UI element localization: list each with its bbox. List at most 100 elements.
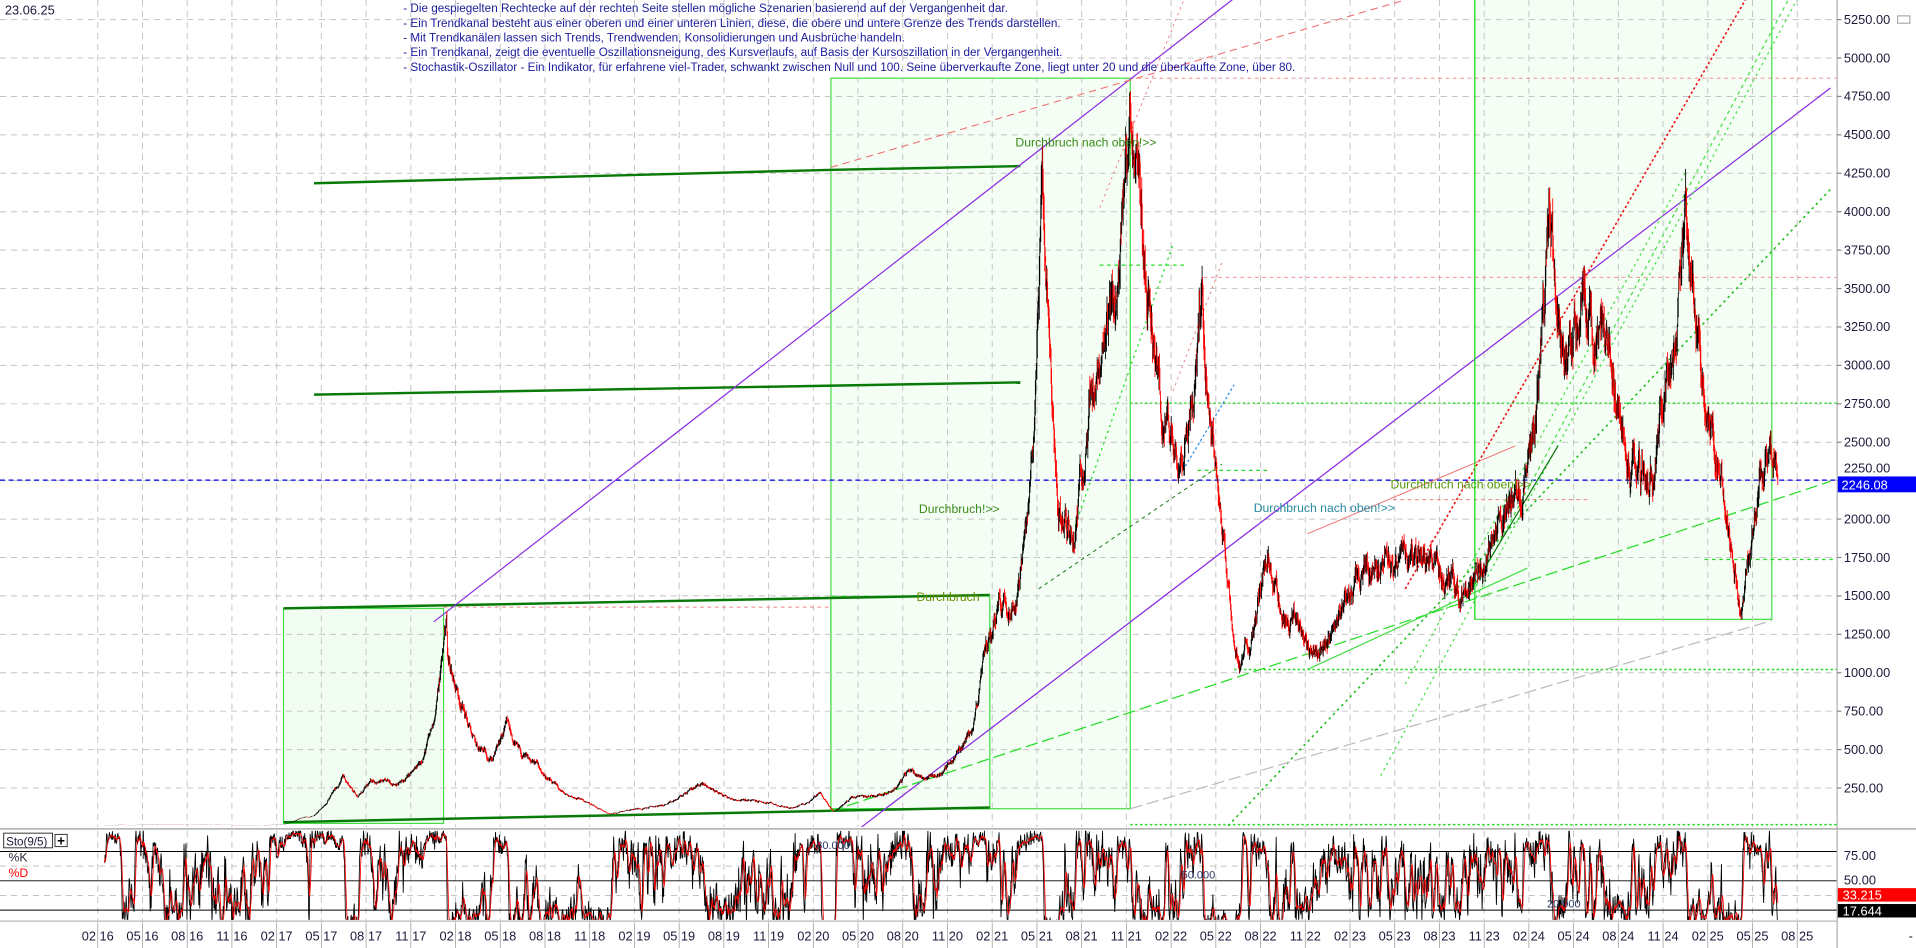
green-trend-line[interactable] xyxy=(1380,0,1799,777)
d-value: 33.215 xyxy=(1843,888,1882,903)
date-tick-label: 02 21 xyxy=(976,929,1008,944)
green-trend-line[interactable] xyxy=(1038,463,1223,590)
date-tick-label: 11 17 xyxy=(395,929,426,944)
annotation-label[interactable]: Durchbruch nach oben!>> xyxy=(1254,501,1395,515)
add-indicator-button[interactable] xyxy=(54,833,68,848)
d-legend: %D xyxy=(9,866,29,880)
channel-line[interactable] xyxy=(283,593,990,610)
d-value-badge xyxy=(1837,888,1916,902)
collapse-pane-button[interactable] xyxy=(1897,15,1911,24)
stochastic-d-line xyxy=(104,832,1779,920)
price-tick-label: 2250.00 xyxy=(1844,461,1890,476)
channel-line[interactable] xyxy=(283,806,990,824)
date-tick-label: 02 23 xyxy=(1334,929,1366,944)
date-tick-label: 11 23 xyxy=(1469,929,1500,944)
green-trend-line[interactable] xyxy=(1307,567,1528,671)
red-trend-line[interactable] xyxy=(1404,0,1747,590)
note-line: - Ein Trendkanal besteht aus einer obere… xyxy=(403,17,1060,30)
price-tick-label: 4000.00 xyxy=(1844,204,1890,219)
price-tick-label: 750.00 xyxy=(1844,703,1883,718)
date-tick-label: 11 16 xyxy=(216,929,247,944)
red-trend-line[interactable] xyxy=(1172,262,1223,392)
date-tick-label: 11 21 xyxy=(1111,929,1142,944)
blue-trend-line[interactable] xyxy=(1182,384,1235,471)
price-tick-label: 3750.00 xyxy=(1844,242,1890,257)
price-tick-label: 1500.00 xyxy=(1844,588,1890,603)
price-tick-label: 2500.00 xyxy=(1844,435,1890,450)
date-tick-label: 05 16 xyxy=(126,929,158,944)
price-tick-label: 2750.00 xyxy=(1844,396,1890,411)
date-tick-label: 02 25 xyxy=(1692,929,1724,944)
stochastic-level-label: 80.000 xyxy=(816,840,850,852)
date-tick-label: 02 16 xyxy=(82,929,114,944)
date-tick-label: 08 20 xyxy=(887,929,919,944)
red-trend-line[interactable] xyxy=(1099,0,1186,208)
stochastic-tick: 50.00 xyxy=(1844,872,1876,887)
scenario-rectangle[interactable] xyxy=(1474,0,1773,620)
date-tick-label: 08 18 xyxy=(529,929,561,944)
price-tick-label: 4750.00 xyxy=(1844,89,1890,104)
stochastic-level-label: 50.000 xyxy=(1182,869,1216,881)
price-tick-label: 250.00 xyxy=(1844,780,1883,795)
channel-line[interactable] xyxy=(314,381,1021,396)
date-tick-label: 08 19 xyxy=(708,929,740,944)
price-tick-label: 3000.00 xyxy=(1844,358,1890,373)
gray-trend-line[interactable] xyxy=(1130,620,1772,810)
annotation-label[interactable]: Durchbruch!>> xyxy=(919,502,1000,516)
date-tick-label: 08 22 xyxy=(1245,929,1277,944)
note-line: - Die gespiegelten Rechtecke auf der rec… xyxy=(403,2,1008,15)
stochastic-level-label: 20.000 xyxy=(1547,899,1581,911)
green-trend-line[interactable] xyxy=(1074,244,1174,526)
date-tick-label: 05 21 xyxy=(1021,929,1053,944)
price-axis: 250.00 500.00 750.00 1000.00 1250.00 1500.00 1… xyxy=(1836,12,1890,795)
price-axis-bg xyxy=(1836,0,1916,948)
date-tick-label: 05 20 xyxy=(842,929,874,944)
stochastic-series xyxy=(104,830,1779,920)
date-tick-label: 02 22 xyxy=(1155,929,1187,944)
price-tick-label: 4500.00 xyxy=(1844,127,1890,142)
price-tick-label: 5000.00 xyxy=(1844,50,1890,65)
channel-line[interactable] xyxy=(314,164,1021,185)
note-line: - Ein Trendkanal, zeigt die eventuelle O… xyxy=(403,46,1062,59)
plus-icon[interactable]: + xyxy=(57,833,65,848)
price-tick-label: 500.00 xyxy=(1844,742,1883,757)
scenario-rectangle[interactable] xyxy=(830,77,1131,810)
annotation-label[interactable]: Durchbruch xyxy=(916,590,979,604)
date-tick-label: 11 18 xyxy=(574,929,605,944)
note-line: - Mit Trendkanälen lassen sich Trends, T… xyxy=(403,32,905,45)
price-series xyxy=(104,91,1779,826)
date-tick-label: 11 22 xyxy=(1290,929,1321,944)
annotation-label[interactable]: Durchbruch nach oben!>> xyxy=(1391,478,1532,492)
indicator-name[interactable]: Sto(9/5) xyxy=(6,835,47,848)
date-tick-label: 05 17 xyxy=(305,929,337,944)
current-price-value: 2246.08 xyxy=(1841,477,1887,492)
trend-line[interactable] xyxy=(861,87,1831,828)
date-tick-label: 05 25 xyxy=(1736,929,1768,944)
note-line: - Stochastik-Oszillator - Ein Indikator,… xyxy=(403,61,1295,74)
date-tick-label: 05 23 xyxy=(1379,929,1411,944)
trend-line[interactable] xyxy=(433,0,1237,623)
green-trend-line[interactable] xyxy=(1475,0,1790,587)
date-tick-label: 08 16 xyxy=(171,929,203,944)
date-axis: 02 16 05 16 08 16 11 16 02 17 05 17 08 17 11 17… xyxy=(82,922,1813,948)
red-trend-line[interactable] xyxy=(830,0,1418,168)
indicator-name-box[interactable] xyxy=(3,832,54,849)
scroll-right-button[interactable]: - xyxy=(1909,929,1913,944)
annotation-label[interactable]: Durchbruch nach oben!>> xyxy=(1015,136,1156,150)
stochastic-tick: 75.00 xyxy=(1844,848,1876,863)
date-tick-label: 02 24 xyxy=(1513,929,1545,944)
date-tick-label: 08 25 xyxy=(1781,929,1813,944)
green-trend-line[interactable] xyxy=(830,480,1831,812)
date-tick-label: 05 22 xyxy=(1200,929,1232,944)
red-trend-line[interactable] xyxy=(1307,445,1516,535)
price-tick-label: 1000.00 xyxy=(1844,665,1890,680)
green-trend-line[interactable] xyxy=(1465,445,1559,599)
date-tick-label: 08 23 xyxy=(1423,929,1455,944)
price-tick-label: 4250.00 xyxy=(1844,166,1890,181)
date-tick-label: 02 17 xyxy=(261,929,293,944)
k-legend: %K xyxy=(9,850,28,864)
k-value-badge xyxy=(1837,904,1916,918)
current-price-badge xyxy=(1837,476,1916,493)
date-tick-label: 02 18 xyxy=(439,929,471,944)
